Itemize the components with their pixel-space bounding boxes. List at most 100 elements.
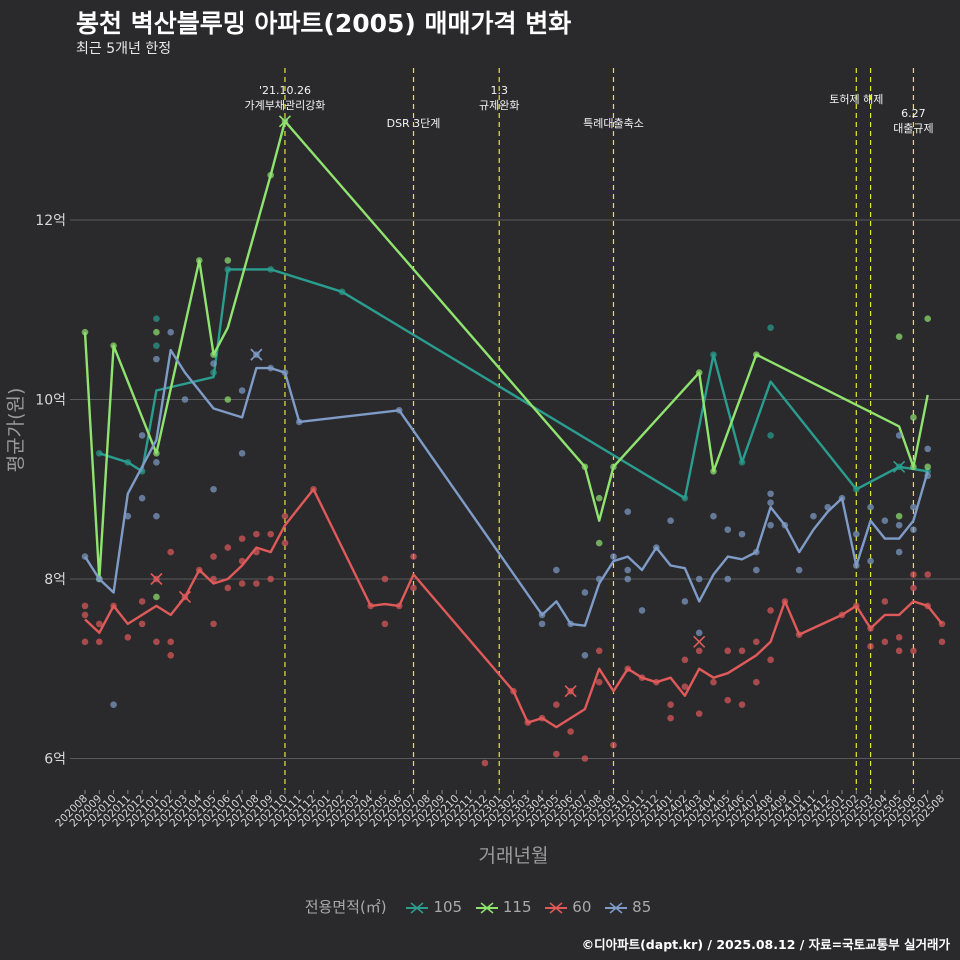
annotation-label: DSR 3단계	[387, 117, 441, 130]
data-point-60	[210, 553, 217, 560]
data-point-85	[767, 521, 774, 529]
data-point-60	[381, 575, 389, 583]
data-point-60	[910, 571, 917, 578]
data-point-85	[810, 512, 817, 520]
highlight-marker-60	[564, 685, 577, 698]
highlight-marker-60	[693, 635, 706, 648]
legend-label-105: 105	[433, 898, 463, 916]
data-point-60	[681, 683, 689, 690]
legend-label-60: 60	[572, 898, 592, 916]
data-point-85	[153, 355, 160, 363]
annotation-label-line: '21.10.26	[259, 84, 311, 97]
data-point-60	[81, 638, 89, 646]
highlight-marker-60	[178, 590, 192, 604]
data-point-60	[267, 575, 274, 583]
data-point-60	[253, 530, 260, 538]
data-point-60	[881, 638, 889, 646]
data-point-85	[681, 598, 689, 605]
data-point-85	[538, 620, 546, 628]
legend-label-115: 115	[502, 898, 532, 916]
highlight-marker-105	[893, 460, 906, 473]
annotation-label-line: 가계부채관리강화	[244, 99, 325, 112]
data-point-85	[153, 459, 160, 466]
data-point-85	[238, 450, 246, 457]
data-point-60	[695, 647, 703, 655]
series-105	[95, 266, 932, 502]
data-point-60	[238, 535, 246, 542]
y-tick-label: 6억	[44, 752, 66, 768]
data-point-115	[224, 257, 232, 264]
data-point-60	[224, 584, 232, 592]
data-point-115	[595, 494, 603, 502]
legend-key-85	[605, 901, 628, 914]
data-point-60	[167, 548, 174, 556]
annotation-label-line: 토허제 해제	[829, 92, 883, 106]
data-point-60	[153, 638, 160, 646]
data-point-60	[595, 678, 603, 686]
data-point-60	[267, 530, 274, 538]
chart-title: 봉천 벽산블루밍 아파트(2005) 매매가격 변화	[76, 9, 572, 38]
data-point-60	[910, 584, 917, 592]
data-point-85	[638, 607, 646, 614]
annotation-label-line: DSR 3단계	[387, 117, 441, 130]
data-point-60	[553, 701, 560, 708]
highlight-marker-60	[150, 572, 163, 586]
data-point-60	[724, 696, 732, 704]
data-point-85	[910, 503, 917, 511]
data-point-85	[867, 503, 874, 511]
data-point-115	[910, 414, 917, 421]
data-point-105	[153, 315, 160, 323]
data-point-60	[938, 638, 946, 646]
data-point-60	[381, 620, 389, 628]
data-point-85	[167, 328, 174, 336]
data-point-60	[738, 647, 746, 655]
data-point-85	[210, 360, 217, 367]
y-axis-title: 평균가(원)	[5, 388, 27, 473]
data-point-60	[710, 678, 717, 686]
data-point-60	[281, 512, 289, 520]
data-point-60	[753, 678, 760, 686]
data-point-85	[710, 512, 717, 520]
data-point-85	[181, 396, 189, 403]
data-point-85	[581, 651, 589, 659]
data-point-115	[924, 463, 932, 471]
data-point-60	[753, 638, 760, 646]
data-point-85	[724, 575, 732, 583]
data-point-85	[867, 557, 874, 565]
legend-item-115: 115	[475, 898, 532, 916]
data-point-85	[924, 445, 932, 453]
legend-key-60	[545, 901, 568, 914]
legend-item-85: 85	[604, 898, 651, 916]
data-point-105	[153, 342, 160, 349]
data-point-85	[153, 512, 160, 520]
series-line-85	[83, 348, 929, 627]
data-point-60	[281, 539, 289, 547]
data-point-85	[695, 629, 703, 637]
data-point-85	[753, 566, 760, 574]
data-point-60	[895, 634, 903, 641]
data-point-85	[138, 494, 146, 502]
data-point-60	[695, 710, 703, 717]
source-caption: ©디아파트(dapt.kr) / 2025.08.12 / 자료=국토교통부 실…	[581, 937, 950, 952]
data-point-60	[553, 750, 560, 758]
data-point-85	[553, 566, 560, 574]
data-point-60	[81, 602, 89, 610]
highlight-marker-115	[278, 115, 292, 128]
data-point-115	[153, 328, 160, 336]
data-point-60	[410, 584, 417, 592]
data-point-60	[667, 714, 674, 722]
data-point-60	[238, 580, 246, 587]
legend-key-105	[406, 901, 429, 914]
data-point-60	[681, 656, 689, 664]
data-point-60	[410, 553, 417, 560]
data-point-105	[767, 432, 774, 439]
series-60	[81, 485, 946, 767]
series-line-60	[84, 488, 943, 729]
data-point-60	[610, 741, 617, 749]
annotation-label-line: 대출규제	[893, 122, 933, 135]
data-point-85	[624, 566, 632, 574]
legend: 전용면적(㎡) 105 115 60 85	[0, 896, 960, 917]
data-point-85	[795, 566, 803, 574]
chart-subtitle: 최근 5개년 한정	[76, 41, 172, 57]
